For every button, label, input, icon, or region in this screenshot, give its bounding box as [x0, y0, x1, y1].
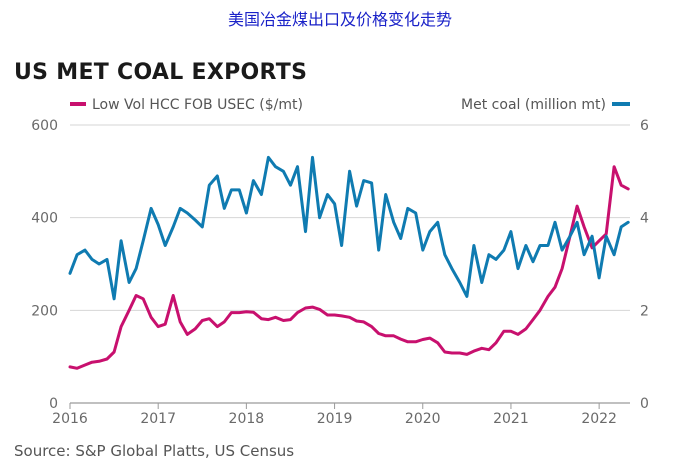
- y-right-tick-label: 6: [640, 118, 649, 134]
- top-title: 美国冶金煤出口及价格变化走势: [227, 10, 452, 29]
- legend-label-met-coal: Met coal (million mt): [461, 97, 606, 113]
- chart-title: US MET COAL EXPORTS: [14, 60, 308, 85]
- x-tick-label: 2022: [581, 411, 617, 427]
- y-left-tick-label: 600: [31, 118, 58, 134]
- x-tick-label: 2018: [229, 411, 265, 427]
- y-right-tick-label: 4: [640, 211, 649, 227]
- y-left-tick-label: 400: [31, 211, 58, 227]
- x-axis: 2016 2017 2018 2019 2020 2021 2022: [52, 402, 630, 427]
- x-tick-label: 2016: [52, 411, 88, 427]
- series-lines: [68, 155, 630, 370]
- x-tick-label: 2021: [493, 411, 529, 427]
- legend: Low Vol HCC FOB USEC ($/mt) Met coal (mil…: [70, 97, 630, 113]
- source-note: Source: S&P Global Platts, US Census: [14, 442, 295, 460]
- series-line-met-coal-exports: [68, 155, 630, 301]
- x-tick-label: 2020: [405, 411, 441, 427]
- y-right-tick-label: 2: [640, 303, 649, 319]
- x-tick-label: 2019: [317, 411, 353, 427]
- y-left-tick-label: 200: [31, 303, 58, 319]
- y-left-tick-label: 0: [49, 396, 58, 412]
- y-right-tick-label: 0: [640, 396, 649, 412]
- x-tick-label: 2017: [140, 411, 176, 427]
- series-line-hcc-price: [68, 165, 630, 370]
- gridlines: [70, 124, 630, 404]
- legend-label-hcc-price: Low Vol HCC FOB USEC ($/mt): [92, 97, 303, 113]
- y-axis-right: 0 2 4 6: [640, 118, 649, 412]
- y-axis-left: 0 200 400 600: [31, 118, 58, 412]
